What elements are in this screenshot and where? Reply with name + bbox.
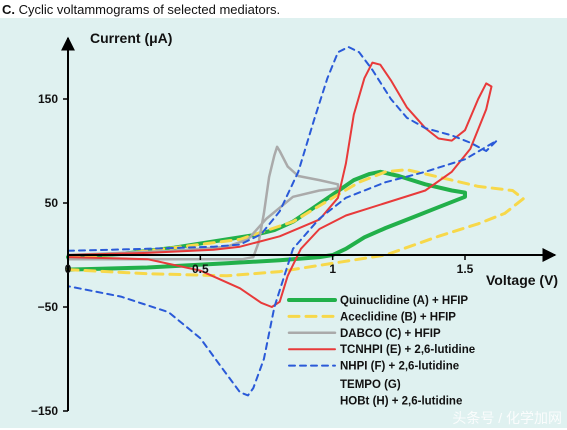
legend-label-nhpi-f-2-6-lutidine: NHPI (F) + 2,6-lutidine [340, 361, 459, 373]
x-tick-label: 0.5 [192, 262, 209, 276]
caption-text: Cyclic voltammograms of selected mediato… [15, 2, 281, 17]
chart-panel [0, 18, 567, 428]
series-line-aceclidine-b-hfip [66, 168, 525, 278]
y-axis-label: Current (μA) [90, 30, 172, 46]
y-tick-label: −50 [38, 300, 59, 314]
series-line-nhpi-f-2-6-lutidine [67, 46, 498, 397]
series-line-tcnhpi-e-2-6-lutidine [67, 61, 493, 308]
y-tick-label: −150 [31, 404, 58, 418]
x-tick-label: 1 [329, 262, 336, 276]
x-tick-label: 1.5 [457, 262, 474, 276]
legend-label-dabco-c-hfip: DABCO (C) + HFIP [340, 328, 441, 340]
axes-layer: −150 −50 50 150 0 0.5 1 1.5 Current (μA) Voltage … [31, 30, 558, 418]
legend-label-hobt-h-2-6-lutidine: HOBt (H) + 2,6-lutidine [340, 395, 462, 407]
legend-label-tempo-g: TEMPO (G) [340, 379, 401, 391]
series-layer [66, 46, 525, 397]
y-tick-label: 50 [45, 196, 59, 210]
legend: Quinuclidine (A) + HFIP Aceclidine (B) + … [287, 295, 475, 407]
figure-caption: C. Cyclic voltammograms of selected medi… [2, 2, 280, 17]
series-line-dabco-c-hfip [66, 145, 340, 261]
legend-label-tcnhpi-e-2-6-lutidine: TCNHPI (E) + 2,6-lutidine [340, 344, 475, 356]
y-tick-label: 150 [38, 92, 58, 106]
legend-label-quinuclidine-a-hfip: Quinuclidine (A) + HFIP [340, 295, 468, 307]
x-tick-label: 0 [65, 262, 72, 276]
legend-label-aceclidine-b-hfip: Aceclidine (B) + HFIP [340, 311, 456, 323]
watermark: 头条号 / 化学加网 [452, 410, 562, 426]
caption-label: C. [2, 2, 15, 17]
x-axis-label: Voltage (V) [486, 272, 558, 288]
